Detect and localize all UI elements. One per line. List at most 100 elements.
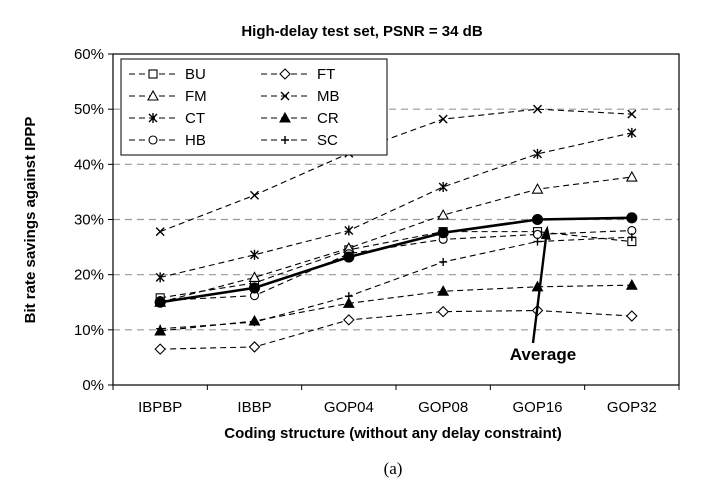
annotation-arrow-shaft (531, 239, 547, 344)
data-point-sc (439, 257, 448, 266)
legend-box (120, 58, 388, 156)
x-tick-label: IBBP (237, 399, 271, 416)
figure-caption: (a) (384, 459, 403, 478)
legend-marker (147, 89, 159, 101)
legend-label: CR (317, 110, 339, 127)
y-tick-label: 0% (82, 377, 104, 394)
chart-title: High-delay test set, PSNR = 34 dB (241, 23, 482, 40)
annotation-arrow-head (540, 225, 551, 241)
series-line-mb (159, 108, 632, 233)
series-lines (154, 104, 638, 355)
y-tick-label: 20% (74, 267, 104, 284)
data-point-ft (343, 314, 355, 326)
data-point-cr (437, 285, 450, 296)
data-point-fm (437, 208, 450, 220)
data-point-average (154, 296, 166, 308)
series-ct (155, 127, 637, 283)
legend-entry-hb: HB (129, 132, 206, 149)
legend-entry-mb: MB (261, 88, 340, 105)
annotation-label: Average (510, 345, 576, 364)
legend-label: BU (185, 66, 206, 83)
y-tick-label: 30% (74, 212, 104, 229)
data-point-ct (250, 249, 259, 260)
legend-marker (148, 113, 158, 123)
legend-marker (281, 136, 289, 144)
data-point-ct (344, 225, 354, 236)
axes: 0% 10% 20% 30% 40% 50% 60% IBPBP IBBP GOP04 GOP08 G… (74, 46, 680, 416)
legend-label: FT (317, 66, 335, 83)
data-point-ct (438, 181, 448, 192)
data-point-sc (533, 237, 542, 246)
data-point-average (248, 282, 261, 294)
data-point-mb (250, 190, 259, 200)
data-point-average (437, 227, 449, 239)
series-line-bu (160, 231, 632, 299)
data-point-mb (155, 227, 165, 237)
data-point-ft (154, 343, 166, 355)
series-line-fm (160, 176, 632, 303)
legend-label: FM (185, 88, 207, 105)
series-average (154, 212, 638, 308)
x-tick-label: GOP04 (324, 399, 374, 416)
series-line-ct (160, 132, 632, 278)
series-line-sc (160, 236, 632, 330)
annotations: Average (510, 225, 576, 364)
series-sc (156, 233, 636, 333)
legend-entry-cr: CR (261, 110, 339, 127)
data-point-cr (342, 297, 355, 308)
data-point-cr (625, 279, 638, 290)
x-axis-label: Coding structure (without any delay cons… (224, 425, 562, 442)
data-point-ft (437, 305, 449, 318)
data-point-mb (627, 109, 637, 119)
series-cr (154, 279, 638, 336)
data-point-fm (248, 271, 261, 282)
legend-entry-fm: FM (129, 88, 207, 105)
data-point-ct (627, 127, 637, 138)
series-mb (155, 104, 637, 237)
data-point-hb (532, 229, 543, 239)
data-point-average (531, 213, 544, 226)
legend-entry-ct: CT (129, 110, 205, 127)
x-tick-label: GOP16 (512, 399, 562, 416)
legend-label: SC (317, 132, 338, 149)
series-ft (154, 304, 638, 355)
data-point-mb (533, 104, 542, 114)
data-point-ct (533, 148, 542, 159)
data-point-ct (155, 272, 165, 283)
data-point-mb (438, 114, 448, 124)
legend-label: MB (317, 88, 340, 105)
y-tick-label: 10% (74, 322, 104, 339)
series-line-hb (160, 229, 632, 302)
legend-entry-sc: SC (261, 132, 338, 149)
series-line-average (159, 216, 632, 304)
legend-entry-ft: FT (261, 66, 335, 83)
legend-marker (279, 111, 291, 123)
series-fm (154, 170, 638, 307)
data-point-sc (344, 292, 353, 301)
x-tick-label: GOP32 (607, 399, 657, 416)
data-point-sc (627, 233, 636, 242)
data-point-ft (248, 341, 261, 353)
x-tick-label: IBPBP (138, 399, 182, 416)
y-axis-label: Bit rate savings against IPPP (22, 117, 39, 324)
data-point-average (343, 251, 355, 263)
data-point-sc (250, 318, 259, 327)
data-point-fm (531, 183, 544, 194)
legend-marker (148, 135, 158, 145)
legend-label: HB (185, 132, 206, 149)
legend: BU FT FM MB CT CR HB SC (120, 58, 388, 156)
data-point-ft (626, 310, 638, 322)
legend-marker (280, 91, 290, 101)
legend-marker (148, 69, 158, 79)
legend-label: CT (185, 110, 205, 127)
data-point-average (626, 212, 638, 224)
annotation-average: Average (510, 225, 576, 364)
y-tick-label: 60% (74, 46, 104, 63)
data-point-fm (625, 170, 638, 182)
legend-marker (279, 68, 291, 80)
data-point-sc (156, 324, 165, 333)
y-tick-label: 40% (74, 156, 104, 173)
x-tick-label: GOP08 (418, 399, 468, 416)
legend-entry-bu: BU (129, 66, 206, 83)
